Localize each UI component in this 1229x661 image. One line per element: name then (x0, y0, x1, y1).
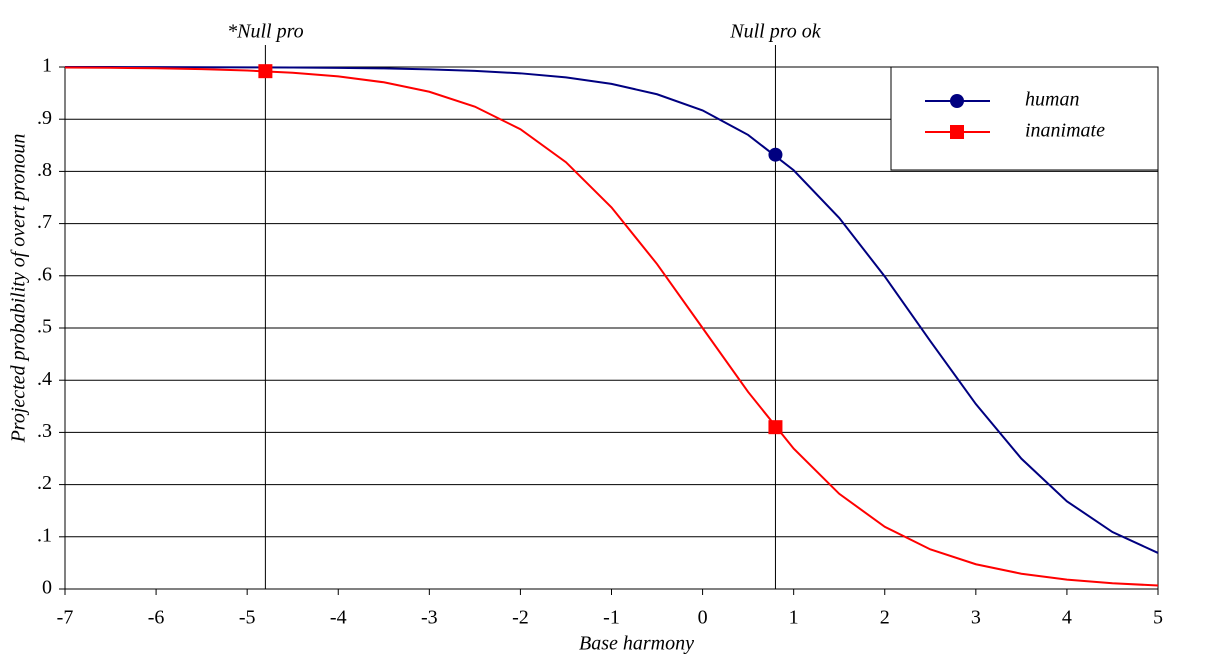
x-tick-label: -3 (421, 607, 438, 629)
y-tick-label: 1 (42, 55, 52, 77)
x-tick-label: 2 (880, 607, 890, 629)
plot-border (64, 66, 1159, 590)
x-tick-label: 5 (1153, 607, 1163, 629)
y-tick-label: 0 (42, 577, 52, 599)
x-tick-label: -7 (57, 607, 74, 629)
x-tick-label: -5 (239, 607, 256, 629)
marker (258, 64, 273, 79)
x-tick-label: -1 (603, 607, 620, 629)
y-tick-label: .4 (37, 368, 52, 390)
y-tick-label: .5 (37, 316, 52, 338)
x-axis-label: Base harmony (579, 633, 694, 655)
x-tick-label: -6 (148, 607, 165, 629)
y-axis-label: Projected probability of overt pronoun (8, 134, 30, 444)
annotation: *Null pro (227, 21, 304, 43)
legend-marker (950, 94, 964, 108)
y-tick-label: .2 (37, 472, 52, 494)
marker (768, 420, 783, 435)
line (65, 66, 1159, 554)
y-tick-label: .6 (37, 263, 52, 285)
legend-marker (950, 125, 964, 139)
y-tick-label: .7 (37, 211, 52, 233)
x-tick-label: -4 (330, 607, 347, 629)
x-tick-label: -2 (512, 607, 529, 629)
marker (768, 147, 783, 162)
x-tick-label: 3 (971, 607, 981, 629)
y-tick-label: .9 (37, 107, 52, 129)
x-tick-label: 0 (698, 607, 708, 629)
legend-box (890, 66, 1159, 171)
y-tick-label: .8 (37, 159, 52, 181)
line (64, 66, 1159, 587)
x-tick-label: 1 (789, 607, 799, 629)
legend-label: human (1025, 89, 1079, 111)
y-tick-label: .1 (37, 524, 52, 546)
x-tick-label: 4 (1062, 607, 1072, 629)
y-tick-label: .3 (37, 420, 52, 442)
annotation: Null pro ok (729, 21, 821, 43)
legend-label: inanimate (1025, 120, 1105, 142)
